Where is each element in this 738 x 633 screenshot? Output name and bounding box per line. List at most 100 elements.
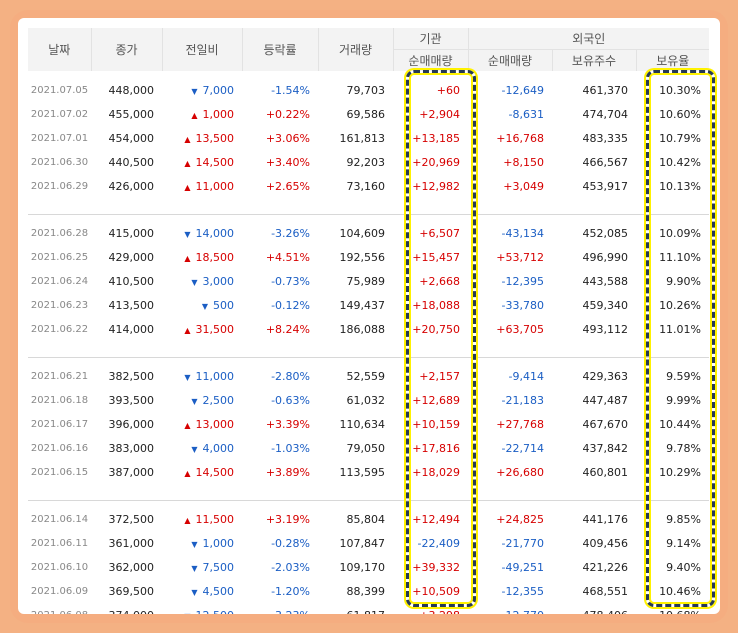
cell-date[interactable]: 2021.06.09 (30, 585, 89, 597)
col-header-change[interactable]: 전일비 (161, 28, 242, 71)
col-header-foreign-ratio[interactable]: 보유율 (635, 49, 710, 71)
cell-change: ▲ 14,500 (162, 460, 242, 484)
cell-date[interactable]: 2021.06.23 (30, 299, 89, 311)
col-header-date[interactable]: 날짜 (28, 28, 91, 71)
cell-institution-net: +2,668 (419, 274, 460, 288)
cell-date[interactable]: 2021.06.15 (30, 466, 89, 478)
col-header-close[interactable]: 종가 (90, 28, 162, 71)
cell-foreign-holdings: 441,176 (582, 512, 629, 526)
cell-date[interactable]: 2021.06.11 (30, 537, 89, 549)
cell-close: 374,000 (91, 603, 162, 615)
cell-volume: 61,817 (318, 603, 393, 615)
cell-foreign-holdings: 421,226 (582, 560, 629, 574)
cell-foreign-ratio: 9.78% (666, 441, 702, 455)
cell-foreign-ratio: 10.29% (659, 465, 702, 479)
cell-date[interactable]: 2021.06.08 (28, 603, 91, 615)
cell-volume: 113,595 (339, 465, 386, 479)
table-row: 2021.07.02 455,000 ▲ 1,000 +0.22% 69,586 +2,90… (28, 102, 709, 126)
col-header-institution: 기관 (392, 28, 468, 50)
col-header-institution-net[interactable]: 순매매량 (392, 49, 468, 71)
cell-date[interactable]: 2021.07.02 (30, 108, 89, 120)
arrow-down-icon: ▼ (191, 587, 198, 597)
cell-close: 413,500 (108, 298, 155, 312)
table-row: 2021.06.16 383,000 ▼ 4,000 -1.03% 79,050 +17,8… (28, 436, 709, 460)
cell-date[interactable]: 2021.06.18 (30, 394, 89, 406)
table-row: 2021.06.23 413,500 ▼ 500 -0.12% 149,437 +18,08… (28, 293, 709, 317)
table-row: 2021.06.30 440,500 ▲ 14,500 +3.40% 92,203 +20,… (28, 150, 709, 174)
cell-institution-net: +20,750 (412, 322, 460, 336)
arrow-up-icon: ▲ (184, 420, 191, 430)
cell-foreign-net: +27,768 (496, 417, 544, 431)
cell-institution-net: +10,509 (412, 584, 460, 598)
change-value: 1,000 (202, 536, 235, 550)
cell-institution-net: +17,816 (412, 441, 460, 455)
arrow-down-icon: ▼ (191, 396, 198, 406)
cell-foreign-ratio: 9.59% (666, 369, 702, 383)
col-header-foreign-holdings[interactable]: 보유주수 (551, 49, 636, 71)
cell-date[interactable]: 2021.07.01 (30, 132, 89, 144)
col-header-rate[interactable]: 등락률 (241, 28, 318, 71)
cell-date[interactable]: 2021.06.25 (30, 251, 89, 263)
cell-change: ▼ 14,000 (162, 221, 242, 245)
change-value: 3,000 (202, 274, 235, 288)
cell-foreign-holdings: 429,363 (582, 369, 629, 383)
cell-close: 393,500 (108, 393, 155, 407)
cell-rate: -0.63% (271, 393, 310, 407)
cell-volume: 85,804 (346, 512, 386, 526)
arrow-down-icon: ▼ (184, 612, 190, 615)
cell-foreign-holdings: 437,842 (582, 441, 629, 455)
change-value: 4,500 (202, 584, 235, 598)
cell-close: 415,000 (108, 226, 155, 240)
cell-foreign-net: -21,770 (501, 536, 544, 550)
cell-change: ▲ 31,500 (162, 317, 242, 341)
cell-volume: 69,586 (346, 107, 386, 121)
arrow-down-icon: ▼ (191, 277, 198, 287)
cell-change: ▼ 1,000 (162, 531, 242, 555)
cell-foreign-holdings: 474,704 (582, 107, 629, 121)
change-value: 14,500 (195, 155, 235, 169)
cell-rate: -1.03% (271, 441, 310, 455)
cell-date[interactable]: 2021.06.10 (30, 561, 89, 573)
change-value: 11,000 (195, 369, 235, 383)
col-header-foreign-net[interactable]: 순매매량 (467, 49, 552, 71)
cell-foreign-net: +63,705 (496, 322, 544, 336)
cell-change: ▲ 11,500 (162, 507, 242, 531)
cell-foreign-ratio: 10.68% (636, 603, 709, 615)
cell-foreign-ratio: 10.42% (659, 155, 702, 169)
cell-foreign-holdings: 443,588 (582, 274, 629, 288)
table-body: 2021.07.05 448,000 ▼ 7,000 -1.54% 79,703 +60 -1… (28, 71, 710, 615)
cell-date[interactable]: 2021.06.14 (30, 513, 89, 525)
cell-date[interactable]: 2021.06.29 (30, 180, 89, 192)
cell-close: 448,000 (108, 83, 155, 97)
cell-volume: 75,989 (346, 274, 386, 288)
group-divider (28, 484, 710, 501)
cell-institution-net: +12,689 (412, 393, 460, 407)
cell-rate: -0.73% (271, 274, 310, 288)
change-value: 1,000 (202, 107, 235, 121)
cell-change: ▲ 14,500 (162, 150, 242, 174)
cell-volume: 104,609 (339, 226, 386, 240)
cell-volume: 192,556 (339, 250, 386, 264)
table-row: 2021.06.25 429,000 ▲ 18,500 +4.51% 192,556 +15… (28, 245, 709, 269)
cell-date[interactable]: 2021.07.05 (30, 84, 89, 96)
cell-date[interactable]: 2021.06.28 (30, 227, 89, 239)
cell-change: ▼ 2,500 (162, 388, 242, 412)
col-header-volume[interactable]: 거래량 (317, 28, 393, 71)
cell-date[interactable]: 2021.06.16 (30, 442, 89, 454)
table-row: 2021.06.11 361,000 ▼ 1,000 -0.28% 107,847 -22,… (28, 531, 709, 555)
cell-date[interactable]: 2021.06.24 (30, 275, 89, 287)
cell-institution-net: +12,494 (412, 512, 460, 526)
cell-date[interactable]: 2021.06.21 (30, 370, 89, 382)
cell-rate: +4.51% (265, 250, 310, 264)
cell-foreign-holdings: 460,801 (582, 465, 629, 479)
cell-foreign-ratio: 9.40% (666, 560, 702, 574)
cell-rate: +0.22% (265, 107, 310, 121)
cell-rate: +3.89% (265, 465, 310, 479)
data-panel: 날짜 종가 전일비 등락률 거래량 기관 외국인 순매매량 순매매량 보유주수 … (18, 18, 720, 614)
cell-date[interactable]: 2021.06.17 (30, 418, 89, 430)
cell-institution-net: +2,904 (419, 107, 460, 121)
cell-date[interactable]: 2021.06.22 (30, 323, 89, 335)
table-row: 2021.06.15 387,000 ▲ 14,500 +3.89% 113,595 +18… (28, 460, 709, 484)
cell-date[interactable]: 2021.06.30 (30, 156, 89, 168)
change-value: 14,500 (195, 465, 235, 479)
